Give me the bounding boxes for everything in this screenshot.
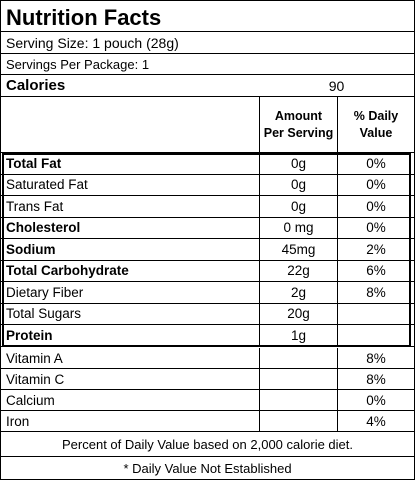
nutrient-name: Trans Fat: [6, 198, 64, 214]
nutrient-amount: 0g: [259, 153, 337, 174]
nutrient-daily-value: [337, 325, 414, 346]
nutrient-row-sodium: Sodium 45mg 2%: [1, 239, 414, 261]
header-blank: [1, 97, 259, 152]
nutrient-amount: 0 mg: [259, 217, 337, 238]
nutrient-row-total-sugars: Total Sugars 20g: [1, 303, 414, 325]
nutrient-daily-value: 6%: [337, 260, 414, 281]
nutrient-amount: 20g: [259, 303, 337, 324]
nutrient-daily-value: 8%: [337, 282, 414, 303]
vitamin-amount: [259, 348, 337, 368]
nutrient-name: Dietary Fiber: [6, 284, 84, 300]
vitamin-amount: [259, 369, 337, 389]
nutrient-amount: 45mg: [259, 239, 337, 260]
nutrient-name: Total Fat: [6, 155, 62, 171]
vitamin-name: Vitamin A: [6, 350, 63, 366]
nutrient-row-dietary-fiber: Dietary Fiber 2g 8%: [1, 282, 414, 304]
nutrient-name: Saturated Fat: [6, 177, 88, 193]
vitamin-name: Vitamin C: [6, 371, 65, 387]
calories-row: Calories 90: [1, 75, 414, 97]
nutrient-row-saturated-fat: Saturated Fat 0g 0%: [1, 174, 414, 196]
column-header-row: Amount Per Serving % Daily Value: [1, 97, 414, 153]
vitamin-daily-value: 8%: [337, 348, 414, 368]
nutrient-row-protein: Protein 1g: [1, 325, 414, 347]
servings-per-package-row: Servings Per Package: 1: [1, 54, 414, 75]
nutrient-name: Sodium: [6, 241, 56, 257]
nutrient-row-total-carbohydrate: Total Carbohydrate 22g 6%: [1, 260, 414, 282]
serving-size: Serving Size: 1 pouch (28g): [6, 34, 179, 51]
vitamin-daily-value: 4%: [337, 411, 414, 431]
daily-value-header: % Daily Value: [337, 97, 414, 152]
label-title: Nutrition Facts: [6, 5, 162, 30]
nutrient-daily-value: 0%: [337, 174, 414, 195]
nutrient-daily-value: 0%: [337, 153, 414, 174]
footnote-row-1: Percent of Daily Value based on 2,000 ca…: [1, 432, 414, 457]
title-row: Nutrition Facts: [1, 1, 414, 32]
calories-label: Calories: [6, 77, 66, 94]
nutrient-amount: 22g: [259, 260, 337, 281]
nutrient-daily-value: 2%: [337, 239, 414, 260]
vitamin-row-vitamin-c: Vitamin C 8%: [1, 369, 414, 390]
nutrient-amount: 1g: [259, 325, 337, 346]
serving-size-row: Serving Size: 1 pouch (28g): [1, 32, 414, 54]
vitamin-amount: [259, 390, 337, 410]
nutrient-row-trans-fat: Trans Fat 0g 0%: [1, 196, 414, 218]
nutrient-row-cholesterol: Cholesterol 0 mg 0%: [1, 217, 414, 239]
amount-header-line2: Per Serving: [263, 125, 334, 140]
footnote-row-2: * Daily Value Not Established: [1, 457, 414, 479]
vitamin-amount: [259, 411, 337, 431]
amount-header-line1: Amount: [274, 108, 323, 123]
servings-per-package: Servings Per Package: 1: [6, 56, 150, 72]
nutrient-daily-value: 0%: [337, 196, 414, 217]
nutrient-name: Total Sugars: [6, 306, 82, 322]
daily-value-header-line2: Value: [359, 125, 393, 140]
vitamin-daily-value: 0%: [337, 390, 414, 410]
nutrient-amount: 2g: [259, 282, 337, 303]
daily-value-header-line1: % Daily: [353, 108, 399, 123]
nutrient-name: Cholesterol: [6, 220, 81, 236]
vitamin-row-calcium: Calcium 0%: [1, 390, 414, 411]
not-established-footnote: * Daily Value Not Established: [123, 460, 292, 476]
daily-value-footnote: Percent of Daily Value based on 2,000 ca…: [62, 436, 353, 452]
vitamin-name: Calcium: [6, 392, 55, 408]
vitamin-name: Iron: [6, 413, 30, 429]
calories-value: 90: [328, 77, 345, 94]
nutrient-amount: 0g: [259, 174, 337, 195]
nutrient-row-total-fat: Total Fat 0g 0%: [1, 153, 414, 175]
amount-header: Amount Per Serving: [259, 97, 337, 152]
vitamin-daily-value: 8%: [337, 369, 414, 389]
nutrient-name: Total Carbohydrate: [6, 263, 129, 279]
vitamin-row-vitamin-a: Vitamin A 8%: [1, 348, 414, 369]
nutrient-amount: 0g: [259, 196, 337, 217]
vitamin-row-iron: Iron 4%: [1, 411, 414, 432]
nutrient-daily-value: [337, 303, 414, 324]
nutrient-daily-value: 0%: [337, 217, 414, 238]
nutrient-name: Protein: [6, 327, 53, 343]
